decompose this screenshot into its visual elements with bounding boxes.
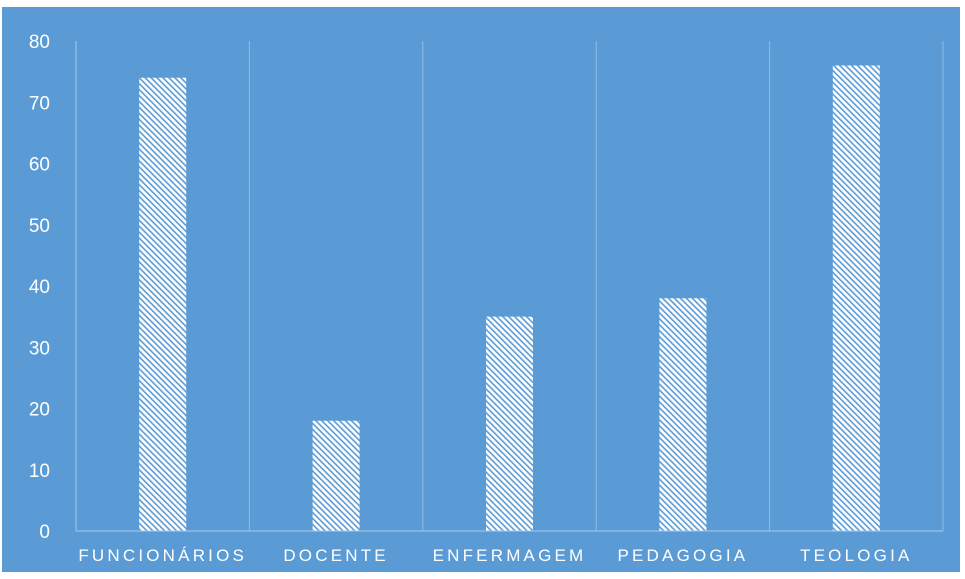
bar-pedagogia — [659, 298, 707, 531]
x-category-label: PEDAGOGIA — [617, 546, 748, 565]
chart-frame: 0 10 20 30 40 50 60 70 80 FUNCIONÁRIOS DOCENTE ENF… — [2, 7, 960, 572]
bar-teologia — [832, 65, 880, 531]
y-tick-label: 40 — [29, 277, 50, 298]
bar-docente — [312, 420, 360, 531]
grid-lines — [248, 41, 944, 531]
x-category-label: FUNCIONÁRIOS — [78, 546, 247, 565]
y-tick-label: 50 — [29, 216, 50, 237]
y-tick-label: 20 — [29, 400, 50, 421]
axes — [75, 41, 943, 532]
x-category-label: TEOLOGIA — [800, 546, 913, 565]
bars — [139, 65, 880, 531]
x-category-labels: FUNCIONÁRIOS DOCENTE ENFERMAGEM PEDAGOGIA TE… — [78, 546, 913, 565]
y-tick-label: 60 — [29, 155, 50, 176]
y-tick-label: 80 — [29, 32, 50, 53]
bar-enfermagem — [486, 316, 533, 531]
y-tick-label: 10 — [29, 461, 50, 482]
y-tick-label: 70 — [29, 93, 50, 114]
y-tick-label: 30 — [29, 338, 50, 359]
x-category-label: DOCENTE — [283, 546, 389, 565]
y-tick-labels: 0 10 20 30 40 50 60 70 80 — [29, 32, 50, 543]
bar-chart: 0 10 20 30 40 50 60 70 80 FUNCIONÁRIOS DOCENTE ENF… — [2, 7, 960, 572]
bar-funcionários — [139, 77, 187, 531]
x-category-label: ENFERMAGEM — [433, 546, 587, 565]
y-tick-label: 0 — [39, 522, 50, 543]
